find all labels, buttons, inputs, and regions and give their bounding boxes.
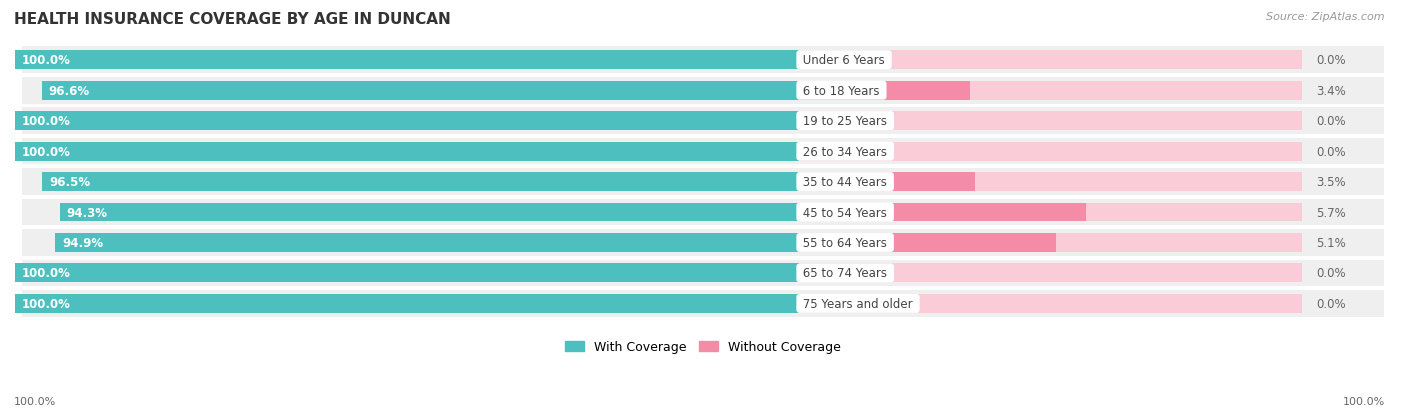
Bar: [22, 138, 1384, 165]
Bar: [59, 203, 800, 222]
Text: 75 Years and older: 75 Years and older: [800, 297, 917, 310]
Bar: [800, 173, 976, 192]
Text: 0.0%: 0.0%: [1316, 54, 1346, 67]
Bar: [800, 51, 1302, 70]
Bar: [800, 81, 970, 100]
Bar: [22, 290, 1384, 317]
Bar: [15, 51, 800, 70]
Bar: [800, 233, 1302, 252]
Bar: [55, 233, 800, 252]
Bar: [15, 142, 800, 161]
Legend: With Coverage, Without Coverage: With Coverage, Without Coverage: [561, 335, 845, 358]
Text: 55 to 64 Years: 55 to 64 Years: [800, 236, 891, 249]
Text: 3.4%: 3.4%: [1316, 85, 1346, 97]
Bar: [800, 233, 1056, 252]
Text: 26 to 34 Years: 26 to 34 Years: [800, 145, 891, 158]
Bar: [22, 47, 1384, 74]
Text: 0.0%: 0.0%: [1316, 267, 1346, 280]
Bar: [800, 142, 1302, 161]
Bar: [800, 81, 1302, 100]
Bar: [22, 260, 1384, 287]
Text: 0.0%: 0.0%: [1316, 297, 1346, 310]
Bar: [15, 294, 800, 313]
Bar: [22, 169, 1384, 195]
Bar: [800, 112, 1302, 131]
Text: 5.1%: 5.1%: [1316, 236, 1346, 249]
Text: 96.6%: 96.6%: [49, 85, 90, 97]
Text: 100.0%: 100.0%: [22, 145, 70, 158]
Text: 100.0%: 100.0%: [14, 396, 56, 406]
Text: 100.0%: 100.0%: [22, 267, 70, 280]
Text: 19 to 25 Years: 19 to 25 Years: [800, 115, 891, 128]
Bar: [42, 81, 800, 100]
Bar: [800, 264, 1302, 282]
Text: 45 to 54 Years: 45 to 54 Years: [800, 206, 891, 219]
Bar: [22, 108, 1384, 135]
Bar: [800, 203, 1302, 222]
Text: Source: ZipAtlas.com: Source: ZipAtlas.com: [1267, 12, 1385, 22]
Bar: [15, 264, 800, 282]
Bar: [22, 230, 1384, 256]
Text: 94.9%: 94.9%: [62, 236, 103, 249]
Text: 35 to 44 Years: 35 to 44 Years: [800, 176, 891, 189]
Text: 96.5%: 96.5%: [49, 176, 90, 189]
Text: 0.0%: 0.0%: [1316, 145, 1346, 158]
Bar: [800, 203, 1085, 222]
Bar: [22, 199, 1384, 226]
Text: 100.0%: 100.0%: [1343, 396, 1385, 406]
Text: 5.7%: 5.7%: [1316, 206, 1346, 219]
Text: 100.0%: 100.0%: [22, 297, 70, 310]
Text: 65 to 74 Years: 65 to 74 Years: [800, 267, 891, 280]
Text: Under 6 Years: Under 6 Years: [800, 54, 889, 67]
Text: 0.0%: 0.0%: [1316, 115, 1346, 128]
Bar: [22, 78, 1384, 104]
Text: HEALTH INSURANCE COVERAGE BY AGE IN DUNCAN: HEALTH INSURANCE COVERAGE BY AGE IN DUNC…: [14, 12, 451, 27]
Bar: [15, 112, 800, 131]
Text: 6 to 18 Years: 6 to 18 Years: [800, 85, 883, 97]
Text: 100.0%: 100.0%: [22, 115, 70, 128]
Bar: [800, 173, 1302, 192]
Bar: [800, 294, 1302, 313]
Text: 94.3%: 94.3%: [66, 206, 108, 219]
Bar: [42, 173, 800, 192]
Text: 100.0%: 100.0%: [22, 54, 70, 67]
Text: 3.5%: 3.5%: [1316, 176, 1346, 189]
